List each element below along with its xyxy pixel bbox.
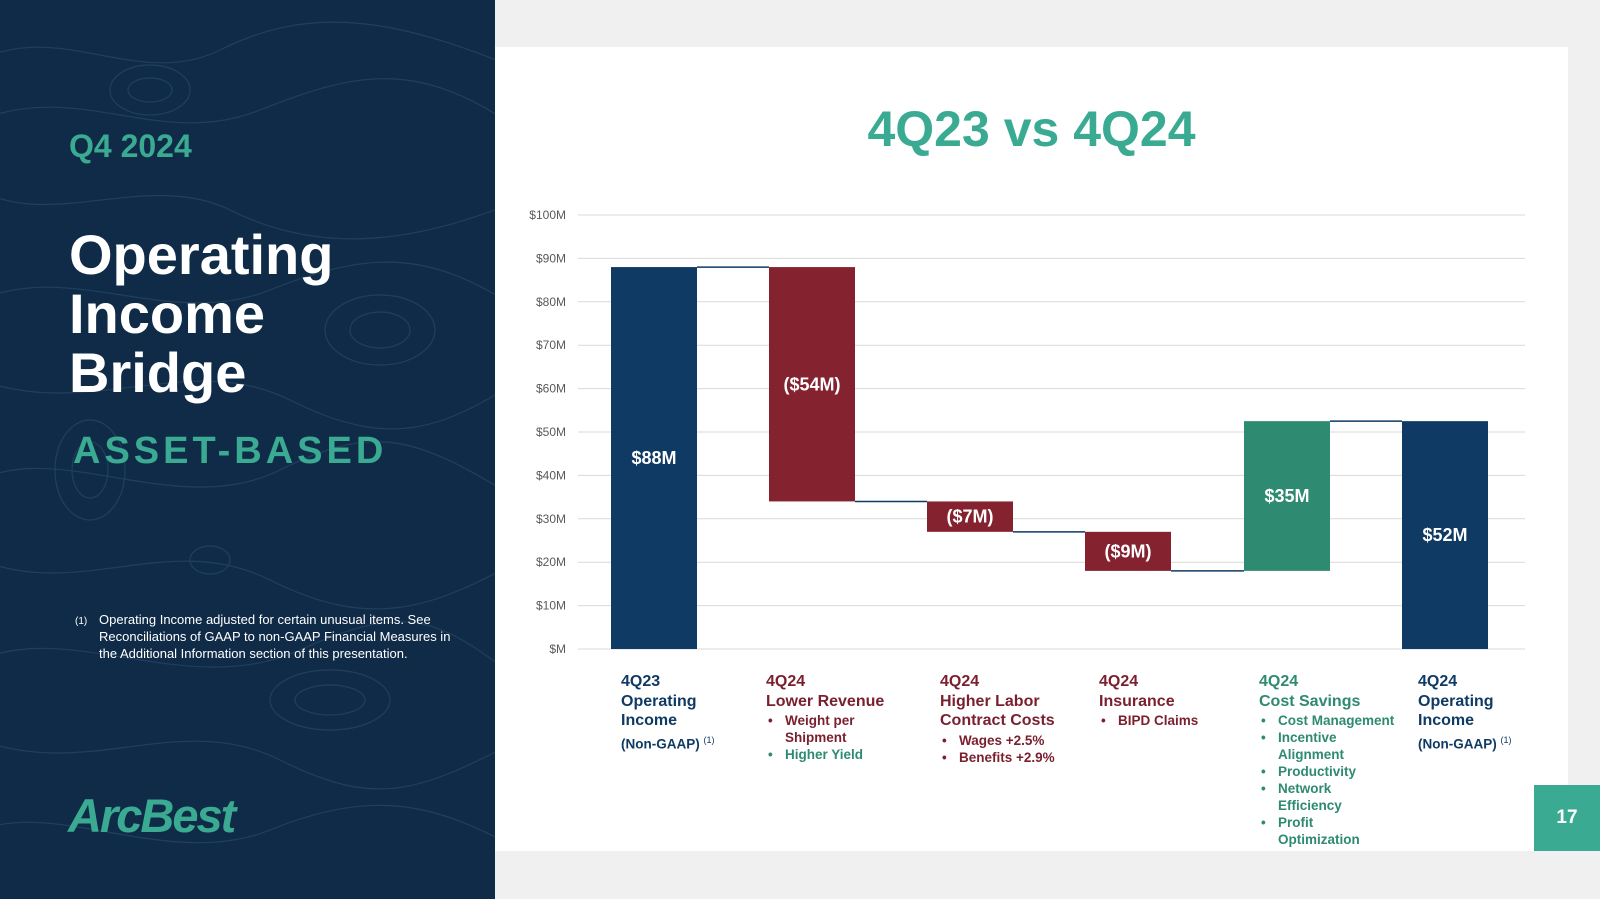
category-heading-line: Contract Costs bbox=[940, 712, 1055, 729]
footnote-ref: (1) bbox=[703, 734, 715, 745]
category-heading-line: 4Q24 bbox=[1099, 673, 1139, 690]
category-heading-line: Operating bbox=[1418, 692, 1494, 710]
y-tick-label: $40M bbox=[536, 468, 566, 482]
category-bullets: Weight perShipmentHigher Yield bbox=[766, 712, 884, 763]
category-heading-line: Income bbox=[1418, 712, 1475, 729]
y-tick-label: $90M bbox=[536, 251, 566, 265]
y-tick-label: $60M bbox=[536, 382, 566, 396]
footnote-ref: (1) bbox=[1500, 734, 1512, 745]
footnote-text: Operating Income adjusted for certain un… bbox=[99, 612, 451, 661]
data-label: ($7M) bbox=[946, 507, 993, 527]
data-label: $52M bbox=[1422, 525, 1467, 545]
category-heading-line: Income bbox=[621, 712, 678, 729]
data-label: $88M bbox=[631, 448, 676, 468]
data-label: ($54M) bbox=[783, 374, 840, 394]
category-label: 4Q24 Insurance BIPD Claims bbox=[1099, 672, 1198, 729]
title-line: Operating bbox=[69, 223, 334, 286]
bullet-item: Productivity bbox=[1259, 763, 1394, 780]
category-heading-line: 4Q23 bbox=[621, 673, 661, 690]
y-tick-label: $20M bbox=[536, 555, 566, 569]
data-label: ($9M) bbox=[1104, 541, 1151, 561]
topographic-background bbox=[0, 21, 495, 844]
category-label: 4Q23 Operating Income (Non-GAAP) (1) bbox=[621, 672, 714, 754]
non-gaap-note: (Non-GAAP) (1) bbox=[621, 734, 715, 752]
segment-label: ASSET-BASED bbox=[73, 430, 388, 472]
category-heading-line: Insurance bbox=[1099, 692, 1175, 710]
y-tick-label: $80M bbox=[536, 295, 566, 309]
bar bbox=[927, 501, 1013, 532]
category-heading-line: 4Q24 bbox=[1259, 673, 1299, 690]
y-tick-label: $50M bbox=[536, 425, 566, 439]
title-line: Income bbox=[69, 282, 266, 345]
bullet-item: BIPD Claims bbox=[1099, 712, 1198, 729]
category-label: 4Q24 Lower Revenue Weight perShipmentHighe… bbox=[766, 672, 884, 763]
sidebar-panel: Q4 2024 Operating Income Bridge ASSET-BA… bbox=[0, 0, 495, 899]
category-bullets: BIPD Claims bbox=[1099, 712, 1198, 729]
category-heading-line: Lower Revenue bbox=[766, 692, 885, 710]
non-gaap-note: (Non-GAAP) (1) bbox=[1418, 734, 1512, 752]
y-tick-label: $70M bbox=[536, 338, 566, 352]
category-label: 4Q24 Operating Income (Non-GAAP) (1) bbox=[1418, 672, 1511, 754]
bar bbox=[1085, 531, 1171, 571]
quarter-label: Q4 2024 bbox=[69, 128, 192, 164]
footnote-marker: (1) bbox=[75, 616, 88, 627]
category-bullets: Cost ManagementIncentiveAlignmentProduct… bbox=[1259, 712, 1394, 848]
bullet-item: Higher Yield bbox=[766, 746, 884, 763]
bullet-item: Benefits +2.9% bbox=[940, 749, 1055, 766]
y-tick-label: $10M bbox=[536, 599, 566, 613]
bullet-item: Wages +2.5% bbox=[940, 732, 1055, 749]
data-label: $35M bbox=[1264, 486, 1309, 506]
arcbest-logo: ArcBest bbox=[68, 789, 236, 842]
category-label: 4Q24 Cost Savings Cost ManagementIncentive… bbox=[1259, 672, 1394, 848]
y-tick-label: $M bbox=[549, 642, 566, 656]
category-heading-line: Operating bbox=[621, 692, 697, 710]
category-heading-line: Higher Labor bbox=[940, 692, 1040, 710]
y-tick-label: $30M bbox=[536, 512, 566, 526]
category-heading-line: 4Q24 bbox=[1418, 673, 1458, 690]
category-heading-line: Cost Savings bbox=[1259, 692, 1361, 710]
bar bbox=[1402, 421, 1488, 649]
chart-title: 4Q23 vs 4Q24 bbox=[867, 101, 1196, 157]
bar bbox=[769, 267, 855, 502]
bar bbox=[1244, 421, 1330, 571]
page-title: Operating Income Bridge bbox=[69, 225, 333, 402]
y-tick-label: $100M bbox=[529, 208, 566, 222]
title-line: Bridge bbox=[69, 341, 247, 404]
category-heading-line: 4Q24 bbox=[940, 673, 980, 690]
bullet-item: Cost Management bbox=[1259, 712, 1394, 729]
category-bullets: Wages +2.5%Benefits +2.9% bbox=[940, 732, 1055, 766]
category-heading-line: 4Q24 bbox=[766, 673, 806, 690]
category-label: 4Q24 Higher Labor Contract Costs Wages +2.5… bbox=[940, 672, 1055, 766]
page-number: 17 bbox=[1534, 785, 1600, 851]
bar bbox=[611, 267, 697, 649]
